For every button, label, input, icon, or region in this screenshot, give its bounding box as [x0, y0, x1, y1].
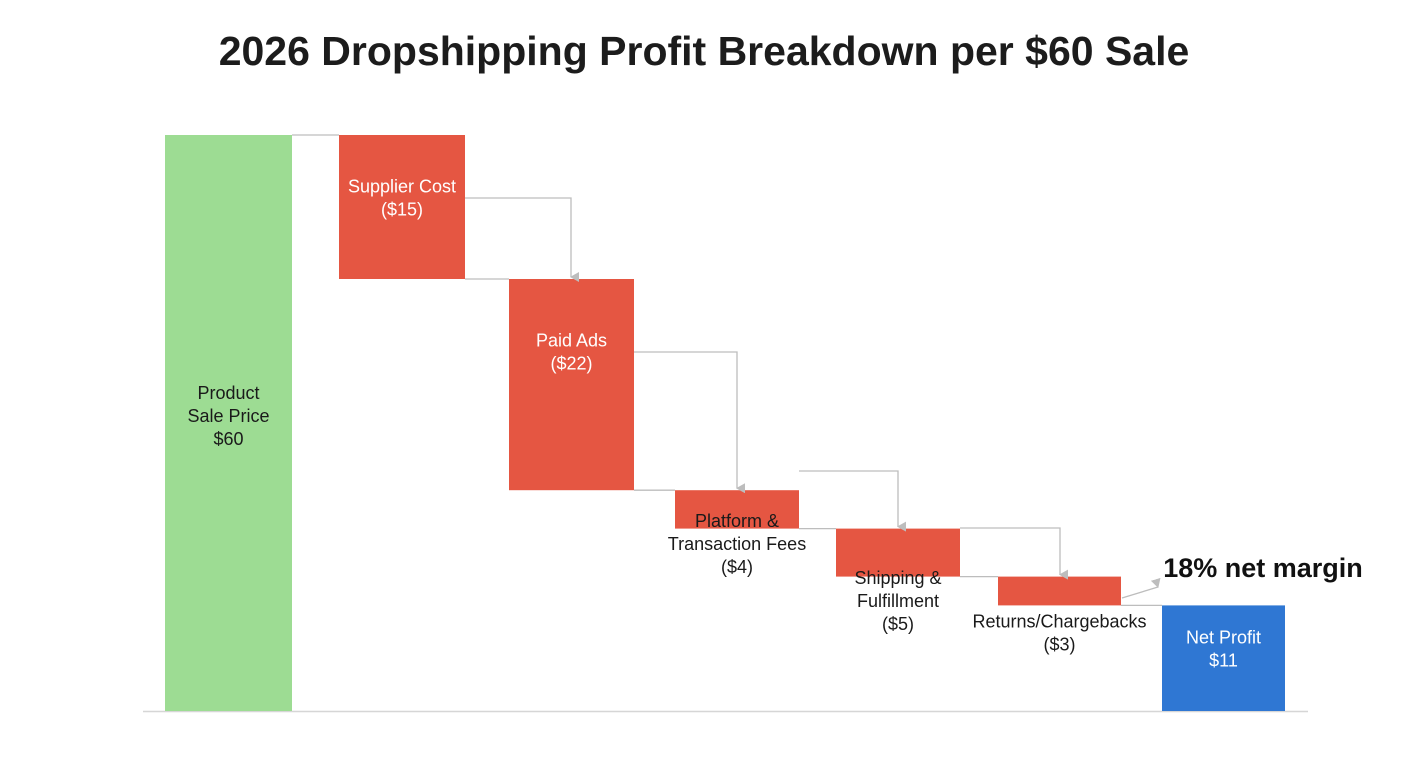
bar-label-2: Paid Ads ($22): [536, 331, 607, 374]
bar-label-line: $60: [213, 429, 243, 449]
bar-4: [836, 528, 960, 577]
bar-label-6: Net Profit $11: [1186, 628, 1261, 671]
bar-label-line: Fulfillment: [857, 591, 939, 611]
bar-label-line: Net Profit: [1186, 628, 1261, 648]
bar-label-line: ($5): [882, 614, 914, 634]
chart-title: 2026 Dropshipping Profit Breakdown per $…: [218, 28, 1190, 74]
bar-3: [675, 490, 799, 529]
bar-label-line: Platform &: [695, 511, 779, 531]
bar-label-line: Supplier Cost: [348, 177, 456, 197]
bar-label-line: $11: [1209, 651, 1238, 671]
bar-1: [339, 135, 465, 279]
bar-label-line: ($3): [1043, 635, 1075, 655]
flow-arrow-1: [634, 351, 745, 494]
bar-5: [998, 576, 1121, 606]
bar-label-line: Sale Price: [187, 406, 269, 426]
bar-label-3: Platform & Transaction Fees ($4): [668, 511, 806, 577]
bar-label-line: ($22): [550, 354, 592, 374]
flow-arrow-0: [465, 197, 579, 282]
flow-arrow-net: [1121, 577, 1161, 599]
bar-label-line: Shipping &: [854, 568, 941, 588]
bar-2: [509, 279, 634, 491]
bar-0: [165, 135, 292, 711]
bar-6: [1162, 605, 1285, 711]
bar-label-line: Returns/Chargebacks: [972, 612, 1146, 632]
bar-label-line: Paid Ads: [536, 331, 607, 351]
bar-label-5: Returns/Chargebacks ($3): [972, 612, 1146, 655]
bar-label-0: Product Sale Price $60: [187, 383, 269, 449]
bar-label-4: Shipping & Fulfillment ($5): [854, 568, 941, 634]
bar-label-line: Product: [197, 383, 259, 403]
bar-label-line: ($4): [721, 557, 753, 577]
net-margin-annotation: 18% net margin: [1163, 553, 1363, 583]
flow-arrow-3: [960, 527, 1068, 580]
bar-label-line: Transaction Fees: [668, 534, 806, 554]
bar-label-1: Supplier Cost ($15): [348, 177, 456, 220]
flow-arrow-2: [799, 470, 906, 532]
bar-label-line: ($15): [381, 200, 423, 220]
